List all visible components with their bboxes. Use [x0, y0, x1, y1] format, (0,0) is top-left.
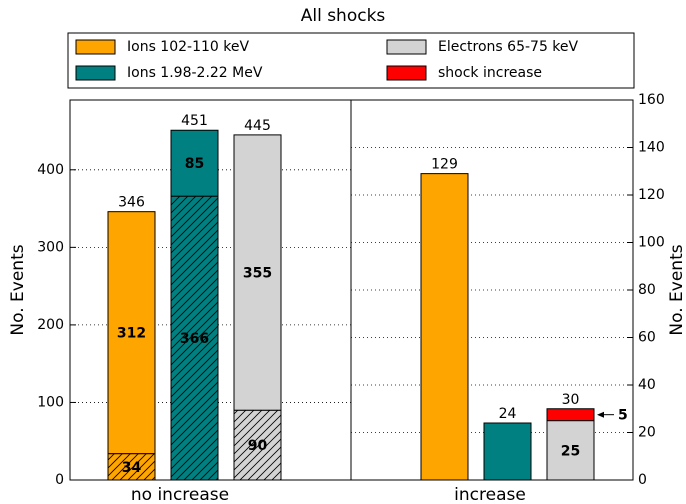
y2-tick-label: 80 — [638, 282, 656, 298]
annotation-arrowhead — [597, 411, 604, 418]
bar-segment — [483, 422, 532, 481]
segment-label: 85 — [185, 156, 204, 172]
legend-swatch — [75, 39, 116, 55]
bar-hatch — [108, 453, 155, 480]
y2-tick-label: 0 — [638, 472, 647, 488]
bar-total-label: 24 — [499, 406, 517, 422]
legend-box — [67, 32, 635, 89]
x-tick-label: no increase — [131, 485, 229, 504]
y2-tick-label: 20 — [638, 425, 656, 441]
bar-total-label: 451 — [181, 113, 208, 129]
bar-total-label: 346 — [118, 195, 145, 211]
y-axis-label: No. Events — [8, 244, 28, 335]
bar-total-label: 129 — [431, 157, 458, 173]
bar-segment — [546, 420, 595, 481]
legend-label: Ions 1.98-2.22 MeV — [127, 65, 263, 81]
legend-label: shock increase — [438, 65, 542, 81]
x-tick-label: increase — [454, 485, 526, 504]
bar-segment — [233, 134, 282, 411]
y2-tick-label: 60 — [638, 330, 656, 346]
legend-label: Ions 102-110 keV — [127, 39, 249, 55]
segment-label: 34 — [122, 460, 142, 476]
bar-segment — [546, 408, 595, 422]
y-tick-label: 0 — [55, 472, 64, 488]
y2-tick-label: 160 — [638, 92, 665, 108]
y2-tick-label: 120 — [638, 187, 665, 203]
segment-label: 366 — [180, 331, 209, 347]
segment-label: 5 — [618, 408, 628, 424]
y2-tick-label: 100 — [638, 235, 665, 251]
y-tick-label: 300 — [37, 239, 64, 255]
segment-label: 312 — [117, 326, 146, 342]
bar-segment — [420, 173, 469, 481]
bar-segment — [107, 211, 156, 455]
bar-segment — [170, 129, 219, 197]
y2-axis-label: No. Events — [667, 244, 686, 335]
y2-tick-label: 40 — [638, 377, 656, 393]
y-tick-label: 100 — [37, 394, 64, 410]
segment-label: 25 — [561, 443, 580, 459]
legend-swatch — [75, 65, 116, 81]
bar-total-label: 30 — [562, 392, 580, 408]
chart-title: All shocks — [301, 6, 386, 26]
bar-total-label: 445 — [244, 118, 271, 134]
bar-hatch — [234, 410, 281, 480]
segment-label: 90 — [248, 438, 268, 454]
legend-swatch — [386, 39, 427, 55]
bar-hatch — [171, 196, 218, 480]
legend-label: Electrons 65-75 keV — [438, 39, 579, 55]
y-tick-label: 200 — [37, 317, 64, 333]
segment-label: 355 — [243, 266, 272, 282]
legend-swatch — [386, 65, 427, 81]
y2-tick-label: 140 — [638, 140, 665, 156]
y-tick-label: 400 — [37, 162, 64, 178]
